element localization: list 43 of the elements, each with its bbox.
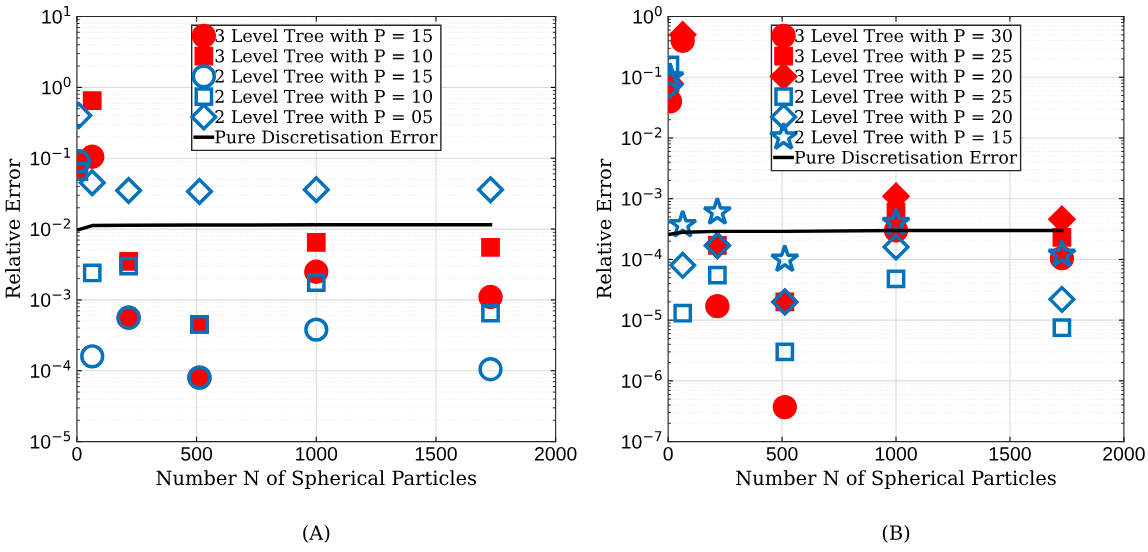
x-tick-label: 500 [766, 446, 798, 461]
x-tick-label: 0 [663, 446, 673, 461]
y-tick-label: 10$^{−4}$ [30, 360, 71, 378]
legend-label: 2 Level Tree with P = 10 [215, 89, 433, 103]
legend-label: 2 Level Tree with P = 05 [215, 109, 432, 124]
text: (B) [882, 524, 910, 543]
x-tick-label: 1000 [296, 446, 338, 461]
x-axis-title: Number N of Spherical Particles [156, 470, 477, 489]
legend-label: 3 Level Tree with P = 15 [215, 28, 432, 43]
y-tick-label: 10$^{−3}$ [30, 289, 71, 308]
legend-label: 3 Level Tree with P = 30 [795, 28, 1012, 43]
y-tick-label: 10$^{−6}$ [622, 370, 662, 388]
y-tick-label: 10$^{0}$ [42, 76, 71, 95]
legend-label: 2 Level Tree with P = 15 [795, 130, 1012, 144]
legend-label: Pure Discretisation Error [215, 130, 438, 144]
legend-label: 2 Level Tree with P = 20 [795, 109, 1012, 124]
y-tick-label: 10$^{−5}$ [622, 309, 662, 328]
y-tick-label: 10$^{0}$ [633, 5, 662, 24]
legend-label: 3 Level Tree with P = 25 [795, 48, 1012, 63]
x-tick-label: 2000 [1103, 446, 1145, 461]
x-tick-label: 1500 [989, 446, 1031, 461]
legend-label: Pure Discretisation Error [794, 150, 1018, 164]
legend-label: 3 Level Tree with P = 10 [215, 48, 433, 63]
y-tick-label: 10$^{−1}$ [30, 147, 71, 166]
legend-label: 2 Level Tree with P = 25 [795, 89, 1012, 103]
y-tick-label: 10$^{−7}$ [622, 431, 662, 449]
y-tick-label: 10$^{−1}$ [622, 66, 662, 85]
y-tick-label: 10$^{1}$ [42, 6, 71, 24]
x-tick-label: 500 [181, 446, 213, 461]
y-tick-label: 10$^{−5}$ [30, 431, 71, 449]
x-tick-label: 2000 [534, 446, 577, 461]
legend-label: 3 Level Tree with P = 20 [795, 69, 1012, 83]
y-axis-title: Relative Error [5, 158, 21, 299]
y-tick-label: 10$^{−3}$ [622, 188, 662, 206]
y-tick-label: 10$^{−4}$ [622, 248, 662, 267]
x-tick-label: 1000 [875, 446, 917, 461]
y-axis-title: Relative Error [596, 158, 612, 299]
y-tick-label: 10$^{−2}$ [30, 218, 70, 237]
y-tick-label: 10$^{−2}$ [622, 127, 662, 146]
x-axis-title: Number N of Spherical Particles [736, 470, 1056, 489]
text: (A) [303, 524, 330, 543]
x-tick-label: 0 [72, 446, 82, 461]
x-tick-label: 1500 [415, 446, 457, 461]
